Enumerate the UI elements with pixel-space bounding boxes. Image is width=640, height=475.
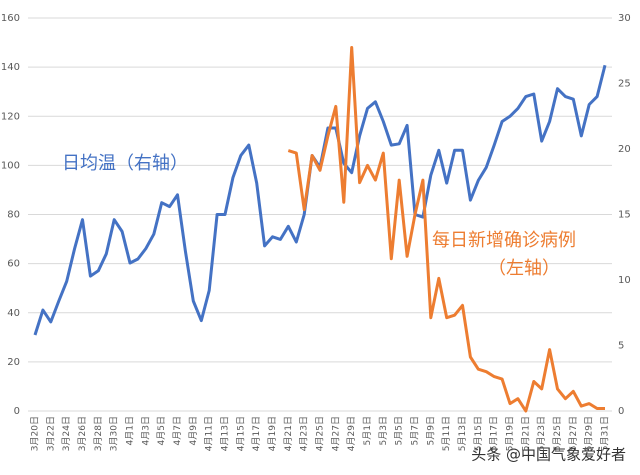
x-tick-label: 3月30日 [109, 416, 120, 451]
x-tick-label: 5月5日 [394, 416, 405, 445]
watermark: 头条 @中国气象爱好者 [471, 446, 626, 464]
y-tick-label: 40 [7, 308, 20, 319]
x-tick-label: 4月19日 [267, 416, 278, 451]
x-tick-label: 5月17日 [489, 416, 500, 451]
x-tick-label: 5月11日 [441, 416, 452, 451]
y2-tick-label: 5 [618, 341, 624, 352]
x-tick-label: 4月11日 [204, 416, 215, 451]
series-label: 每日新增确诊病例 [432, 230, 576, 251]
y-tick-label: 20 [7, 357, 20, 368]
y-tick-label: 120 [1, 111, 20, 122]
y-tick-label: 60 [7, 259, 20, 270]
x-tick-label: 4月27日 [330, 416, 341, 451]
x-tick-label: 5月19日 [505, 416, 516, 451]
y-tick-label: 160 [1, 13, 20, 24]
x-tick-label: 5月9日 [425, 416, 436, 445]
x-tick-label: 3月22日 [45, 416, 56, 451]
x-tick-label: 5月21日 [520, 416, 531, 451]
x-tick-label: 4月23日 [299, 416, 310, 451]
x-tick-label: 5月1日 [362, 416, 373, 445]
x-tick-label: 3月28日 [93, 416, 104, 451]
x-tick-label: 5月31日 [600, 416, 611, 451]
y2-tick-label: 25 [618, 79, 631, 90]
x-tick-label: 5月23日 [536, 416, 547, 451]
x-tick-label: 5月15日 [473, 416, 484, 451]
x-tick-label: 5月29日 [584, 416, 595, 451]
y-tick-label: 100 [1, 160, 20, 171]
x-tick-label: 3月24日 [61, 416, 72, 451]
y-tick-label: 0 [14, 406, 20, 417]
y2-tick-label: 15 [618, 210, 631, 221]
y-tick-label: 140 [1, 62, 20, 73]
x-tick-label: 4月7日 [172, 416, 183, 445]
series-label: （左轴） [488, 258, 560, 279]
y-tick-label: 80 [7, 210, 20, 221]
y2-tick-label: 20 [618, 144, 631, 155]
series-line [287, 46, 605, 413]
x-tick-label: 4月13日 [220, 416, 231, 451]
x-tick-label: 4月25日 [315, 416, 326, 451]
y2-tick-label: 0 [618, 406, 624, 417]
x-tick-label: 5月7日 [410, 416, 421, 445]
x-tick-label: 5月25日 [552, 416, 563, 451]
x-tick-label: 5月27日 [568, 416, 579, 451]
x-tick-label: 4月1日 [125, 416, 136, 445]
x-tick-label: 4月29日 [346, 416, 357, 451]
x-tick-label: 3月20日 [30, 416, 41, 451]
series-line [33, 64, 607, 336]
x-tick-label: 4月17日 [251, 416, 262, 451]
x-tick-label: 4月5日 [156, 416, 167, 445]
x-tick-label: 4月9日 [188, 416, 199, 445]
x-tick-label: 4月3日 [140, 416, 151, 445]
x-tick-label: 4月15日 [235, 416, 246, 451]
x-tick-label: 3月26日 [77, 416, 88, 451]
y2-tick-label: 10 [618, 275, 631, 286]
y2-tick-label: 30 [618, 13, 631, 24]
series-label: 日均温（右轴） [62, 153, 188, 174]
x-tick-label: 4月21日 [283, 416, 294, 451]
x-tick-label: 5月13日 [457, 416, 468, 451]
x-tick-label: 5月3日 [378, 416, 389, 445]
